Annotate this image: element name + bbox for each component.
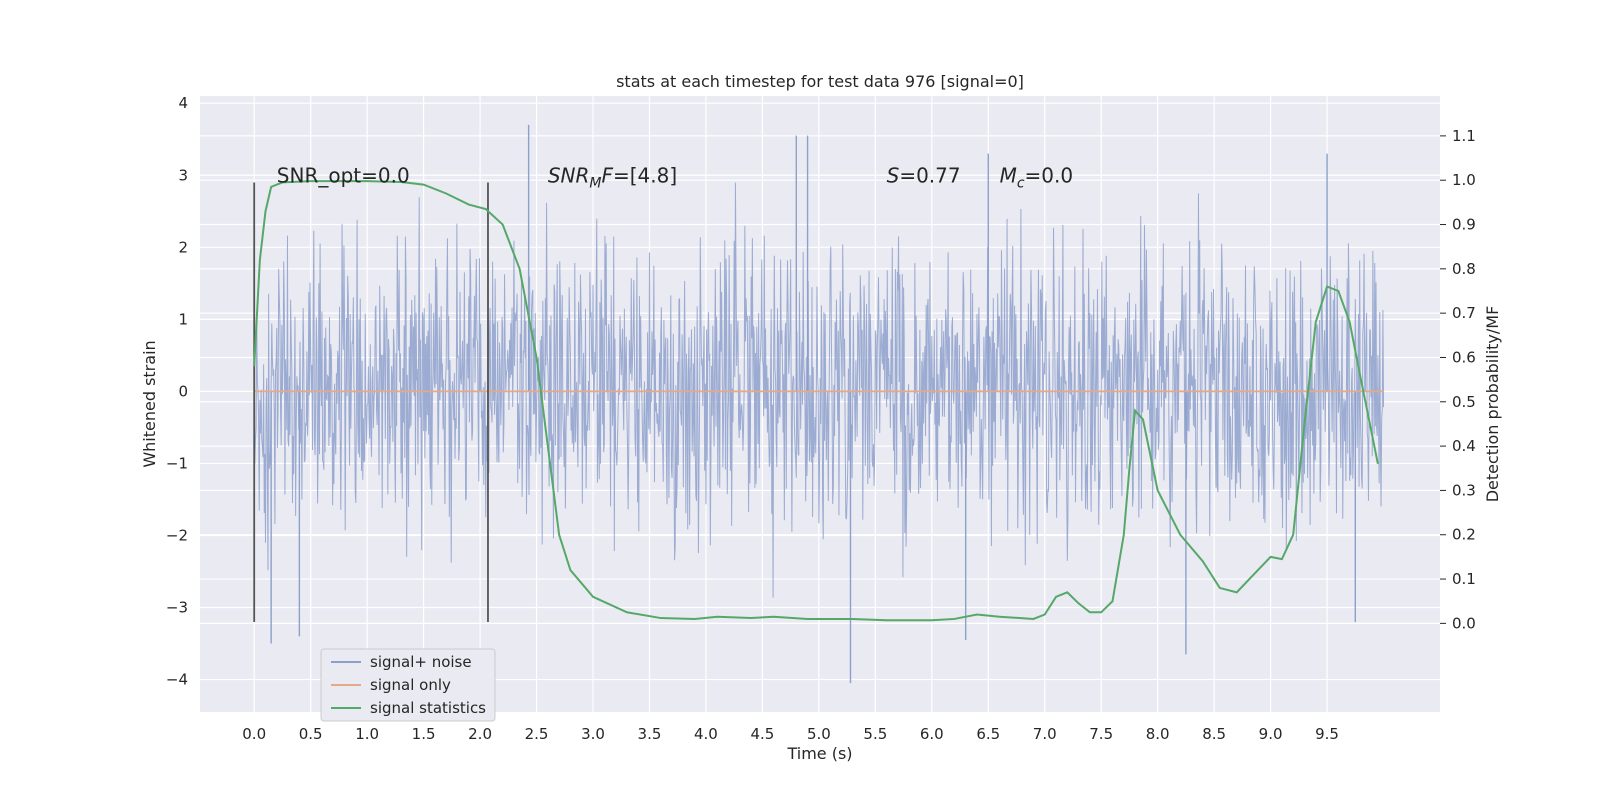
y-right-tick-label: 0.8 xyxy=(1452,260,1476,278)
annotations: SNR_opt=0.0 SNRMF=[4.8] S=0.77 Mc=0.0 xyxy=(277,163,1073,191)
x-tick-label: 5.5 xyxy=(863,725,887,743)
y-right-tick-label: 0.9 xyxy=(1452,216,1476,234)
y-right-tick-label: 0.7 xyxy=(1452,304,1476,322)
y-tick-label: 2 xyxy=(178,238,188,256)
stat-annotation: S=0.77 xyxy=(887,163,961,187)
x-tick-label: 3.5 xyxy=(638,725,662,743)
tick-labels: 0.0 0.5 1.0 1.5 2.0 2.5 3.0 3.5 4.0 4.5 5.0 5.5 6.0 6… xyxy=(166,94,1476,743)
statistics-line xyxy=(253,180,1379,622)
y-right-tick-label: 0.1 xyxy=(1452,570,1476,588)
x-tick-label: 5.0 xyxy=(807,725,831,743)
y-tick-label: −1 xyxy=(166,454,188,472)
x-tick-label: 2.5 xyxy=(525,725,549,743)
x-tick-label: 7.0 xyxy=(1033,725,1057,743)
y-tick-label: 3 xyxy=(178,166,188,184)
y-axis-label: Whitened strain xyxy=(140,340,159,467)
x-tick-label: 7.5 xyxy=(1089,725,1113,743)
y-tick-label: −2 xyxy=(166,526,188,544)
x-tick-label: 1.5 xyxy=(412,725,436,743)
legend-label-noise: signal+ noise xyxy=(370,653,472,671)
noise-trace xyxy=(253,182,1385,598)
y-right-axis-label: Detection probability/MF xyxy=(1483,306,1502,503)
y-tick-label: 0 xyxy=(178,382,188,400)
y-tick-label: −3 xyxy=(166,599,188,617)
legend: signal+ noise signal only signal statist… xyxy=(320,648,496,722)
stat-annotation: Mc=0.0 xyxy=(1000,163,1074,191)
x-axis-label: Time (s) xyxy=(786,744,852,763)
x-tick-label: 0.5 xyxy=(299,725,323,743)
statistics-series xyxy=(253,180,1379,622)
x-tick-label: 4.0 xyxy=(694,725,718,743)
x-tick-label: 9.0 xyxy=(1259,725,1283,743)
x-tick-label: 3.0 xyxy=(581,725,605,743)
y-tick-label: −4 xyxy=(166,671,188,689)
y-tick-label: 4 xyxy=(178,94,188,112)
stat-annotation: SNR_opt=0.0 xyxy=(277,163,410,187)
noise-series xyxy=(253,124,1385,684)
legend-label-statistics: signal statistics xyxy=(370,699,486,717)
y-right-tick-label: 0.0 xyxy=(1452,614,1476,632)
x-tick-label: 4.5 xyxy=(750,725,774,743)
x-tick-label: 2.0 xyxy=(468,725,492,743)
x-tick-label: 6.0 xyxy=(920,725,944,743)
x-tick-label: 6.5 xyxy=(976,725,1000,743)
y-right-tick-label: 0.5 xyxy=(1452,393,1476,411)
y-right-tick-label: 0.3 xyxy=(1452,481,1476,499)
x-tick-label: 1.0 xyxy=(355,725,379,743)
y-right-tick-label: 0.6 xyxy=(1452,348,1476,366)
legend-label-signal: signal only xyxy=(370,676,451,694)
stat-annotation: SNRMF=[4.8] xyxy=(548,163,677,191)
y-tick-label: 1 xyxy=(178,310,188,328)
legend-box xyxy=(320,648,496,722)
chart-title: stats at each timestep for test data 976… xyxy=(616,72,1024,91)
y-right-tick-label: 0.4 xyxy=(1452,437,1476,455)
x-tick-label: 0.0 xyxy=(242,725,266,743)
x-tick-label: 8.0 xyxy=(1146,725,1170,743)
x-tick-label: 8.5 xyxy=(1202,725,1226,743)
y-right-tick-label: 1.0 xyxy=(1452,171,1476,189)
x-tick-label: 9.5 xyxy=(1315,725,1339,743)
y-right-tick-label: 0.2 xyxy=(1452,526,1476,544)
marker-lines xyxy=(253,182,489,622)
y-right-tick-label: 1.1 xyxy=(1452,127,1476,145)
